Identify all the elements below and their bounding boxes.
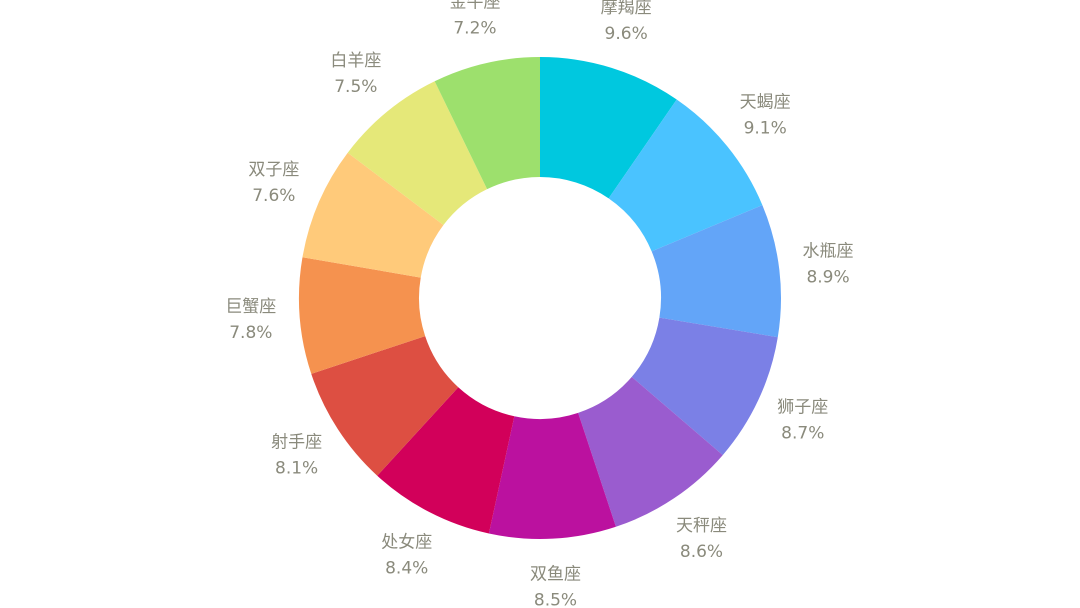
slice-value-label: 8.9% xyxy=(806,267,849,287)
slice-label: 处女座 xyxy=(381,533,432,553)
donut-slice xyxy=(299,257,426,374)
donut-slice xyxy=(311,336,459,476)
slice-value-label: 7.2% xyxy=(453,18,496,38)
slice-value-label: 7.6% xyxy=(252,186,295,206)
donut-slice xyxy=(608,99,763,252)
slice-value-label: 8.6% xyxy=(680,542,723,562)
donut-slice xyxy=(377,387,515,534)
slice-value-label: 8.4% xyxy=(385,559,428,579)
slice-label: 摩羯座 xyxy=(601,0,652,18)
slice-label: 天秤座 xyxy=(676,516,727,536)
slice-label: 金牛座 xyxy=(449,0,500,12)
slice-label: 射手座 xyxy=(271,433,322,453)
donut-slice xyxy=(651,205,782,338)
slice-value-label: 9.6% xyxy=(605,24,648,44)
slice-value-label: 7.8% xyxy=(229,323,272,343)
slice-label: 狮子座 xyxy=(777,398,828,418)
donut-slice xyxy=(434,57,540,190)
slice-value-label: 8.7% xyxy=(781,424,824,444)
slice-label: 白羊座 xyxy=(330,51,381,71)
donut-slice xyxy=(631,317,778,456)
slice-label: 巨蟹座 xyxy=(225,297,276,317)
donut-slice xyxy=(488,412,616,540)
slice-value-label: 7.5% xyxy=(334,77,377,97)
slice-value-label: 9.1% xyxy=(744,118,787,138)
slice-value-label: 8.5% xyxy=(534,591,577,608)
donut-slice xyxy=(302,152,444,278)
slice-label: 水瓶座 xyxy=(803,241,854,261)
slice-label: 双鱼座 xyxy=(530,565,581,585)
slice-value-label: 8.1% xyxy=(275,459,318,479)
donut-slice xyxy=(578,376,723,527)
donut-slice xyxy=(347,81,488,226)
donut-slice xyxy=(540,57,677,199)
slice-label: 双子座 xyxy=(248,160,299,180)
slice-label: 天蝎座 xyxy=(740,92,791,112)
